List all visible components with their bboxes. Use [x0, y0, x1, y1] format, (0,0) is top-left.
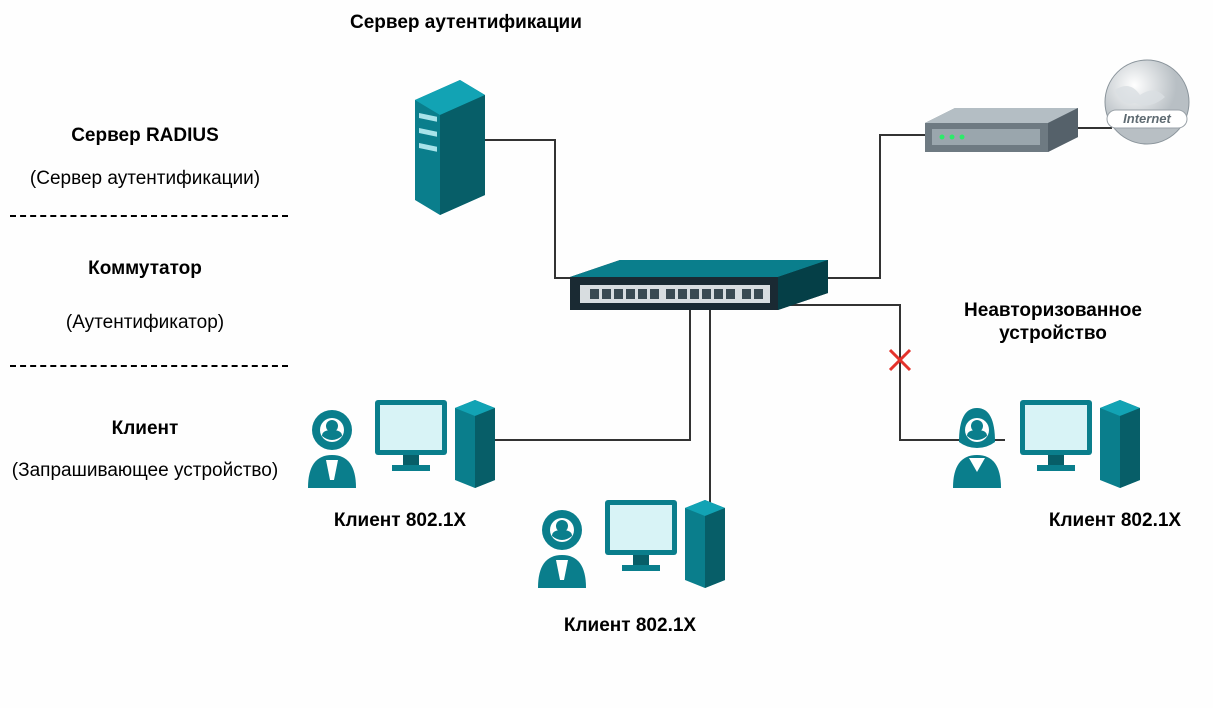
- side-radius-title: Сервер RADIUS: [0, 125, 290, 147]
- edge-switch-router: [815, 135, 925, 278]
- client3-icon: [945, 390, 1145, 510]
- client1-icon: [300, 390, 500, 510]
- client1-caption: Клиент 802.1Х: [290, 510, 510, 532]
- side-switch-sub: (Аутентификатор): [0, 312, 290, 334]
- unauth-label: Неавторизованное устройство: [918, 300, 1188, 346]
- unauth-line1: Неавторизованное: [964, 300, 1142, 321]
- internet-label: Internet: [1123, 111, 1171, 126]
- router-icon: [920, 105, 1080, 155]
- unauth-line2: устройство: [999, 323, 1107, 344]
- side-radius-sub: (Сервер аутентификации): [0, 168, 290, 190]
- client2-icon: [530, 490, 730, 610]
- client2-caption: Клиент 802.1Х: [520, 615, 740, 637]
- divider-1: [10, 215, 288, 217]
- diagram-title: Сервер аутентификации: [350, 12, 582, 34]
- internet-globe-icon: Internet: [1100, 55, 1195, 150]
- client3-caption: Клиент 802.1Х: [1015, 510, 1213, 532]
- side-client-title: Клиент: [0, 418, 290, 440]
- switch-icon: [570, 255, 830, 315]
- side-switch-title: Коммутатор: [0, 258, 290, 280]
- side-client-sub: (Запрашивающее устройство): [0, 460, 290, 482]
- edge-switch-client1: [490, 305, 690, 440]
- server-icon: [405, 75, 495, 215]
- diagram-stage: Сервер аутентификации Сервер RADIUS (Сер…: [0, 0, 1213, 708]
- divider-2: [10, 365, 288, 367]
